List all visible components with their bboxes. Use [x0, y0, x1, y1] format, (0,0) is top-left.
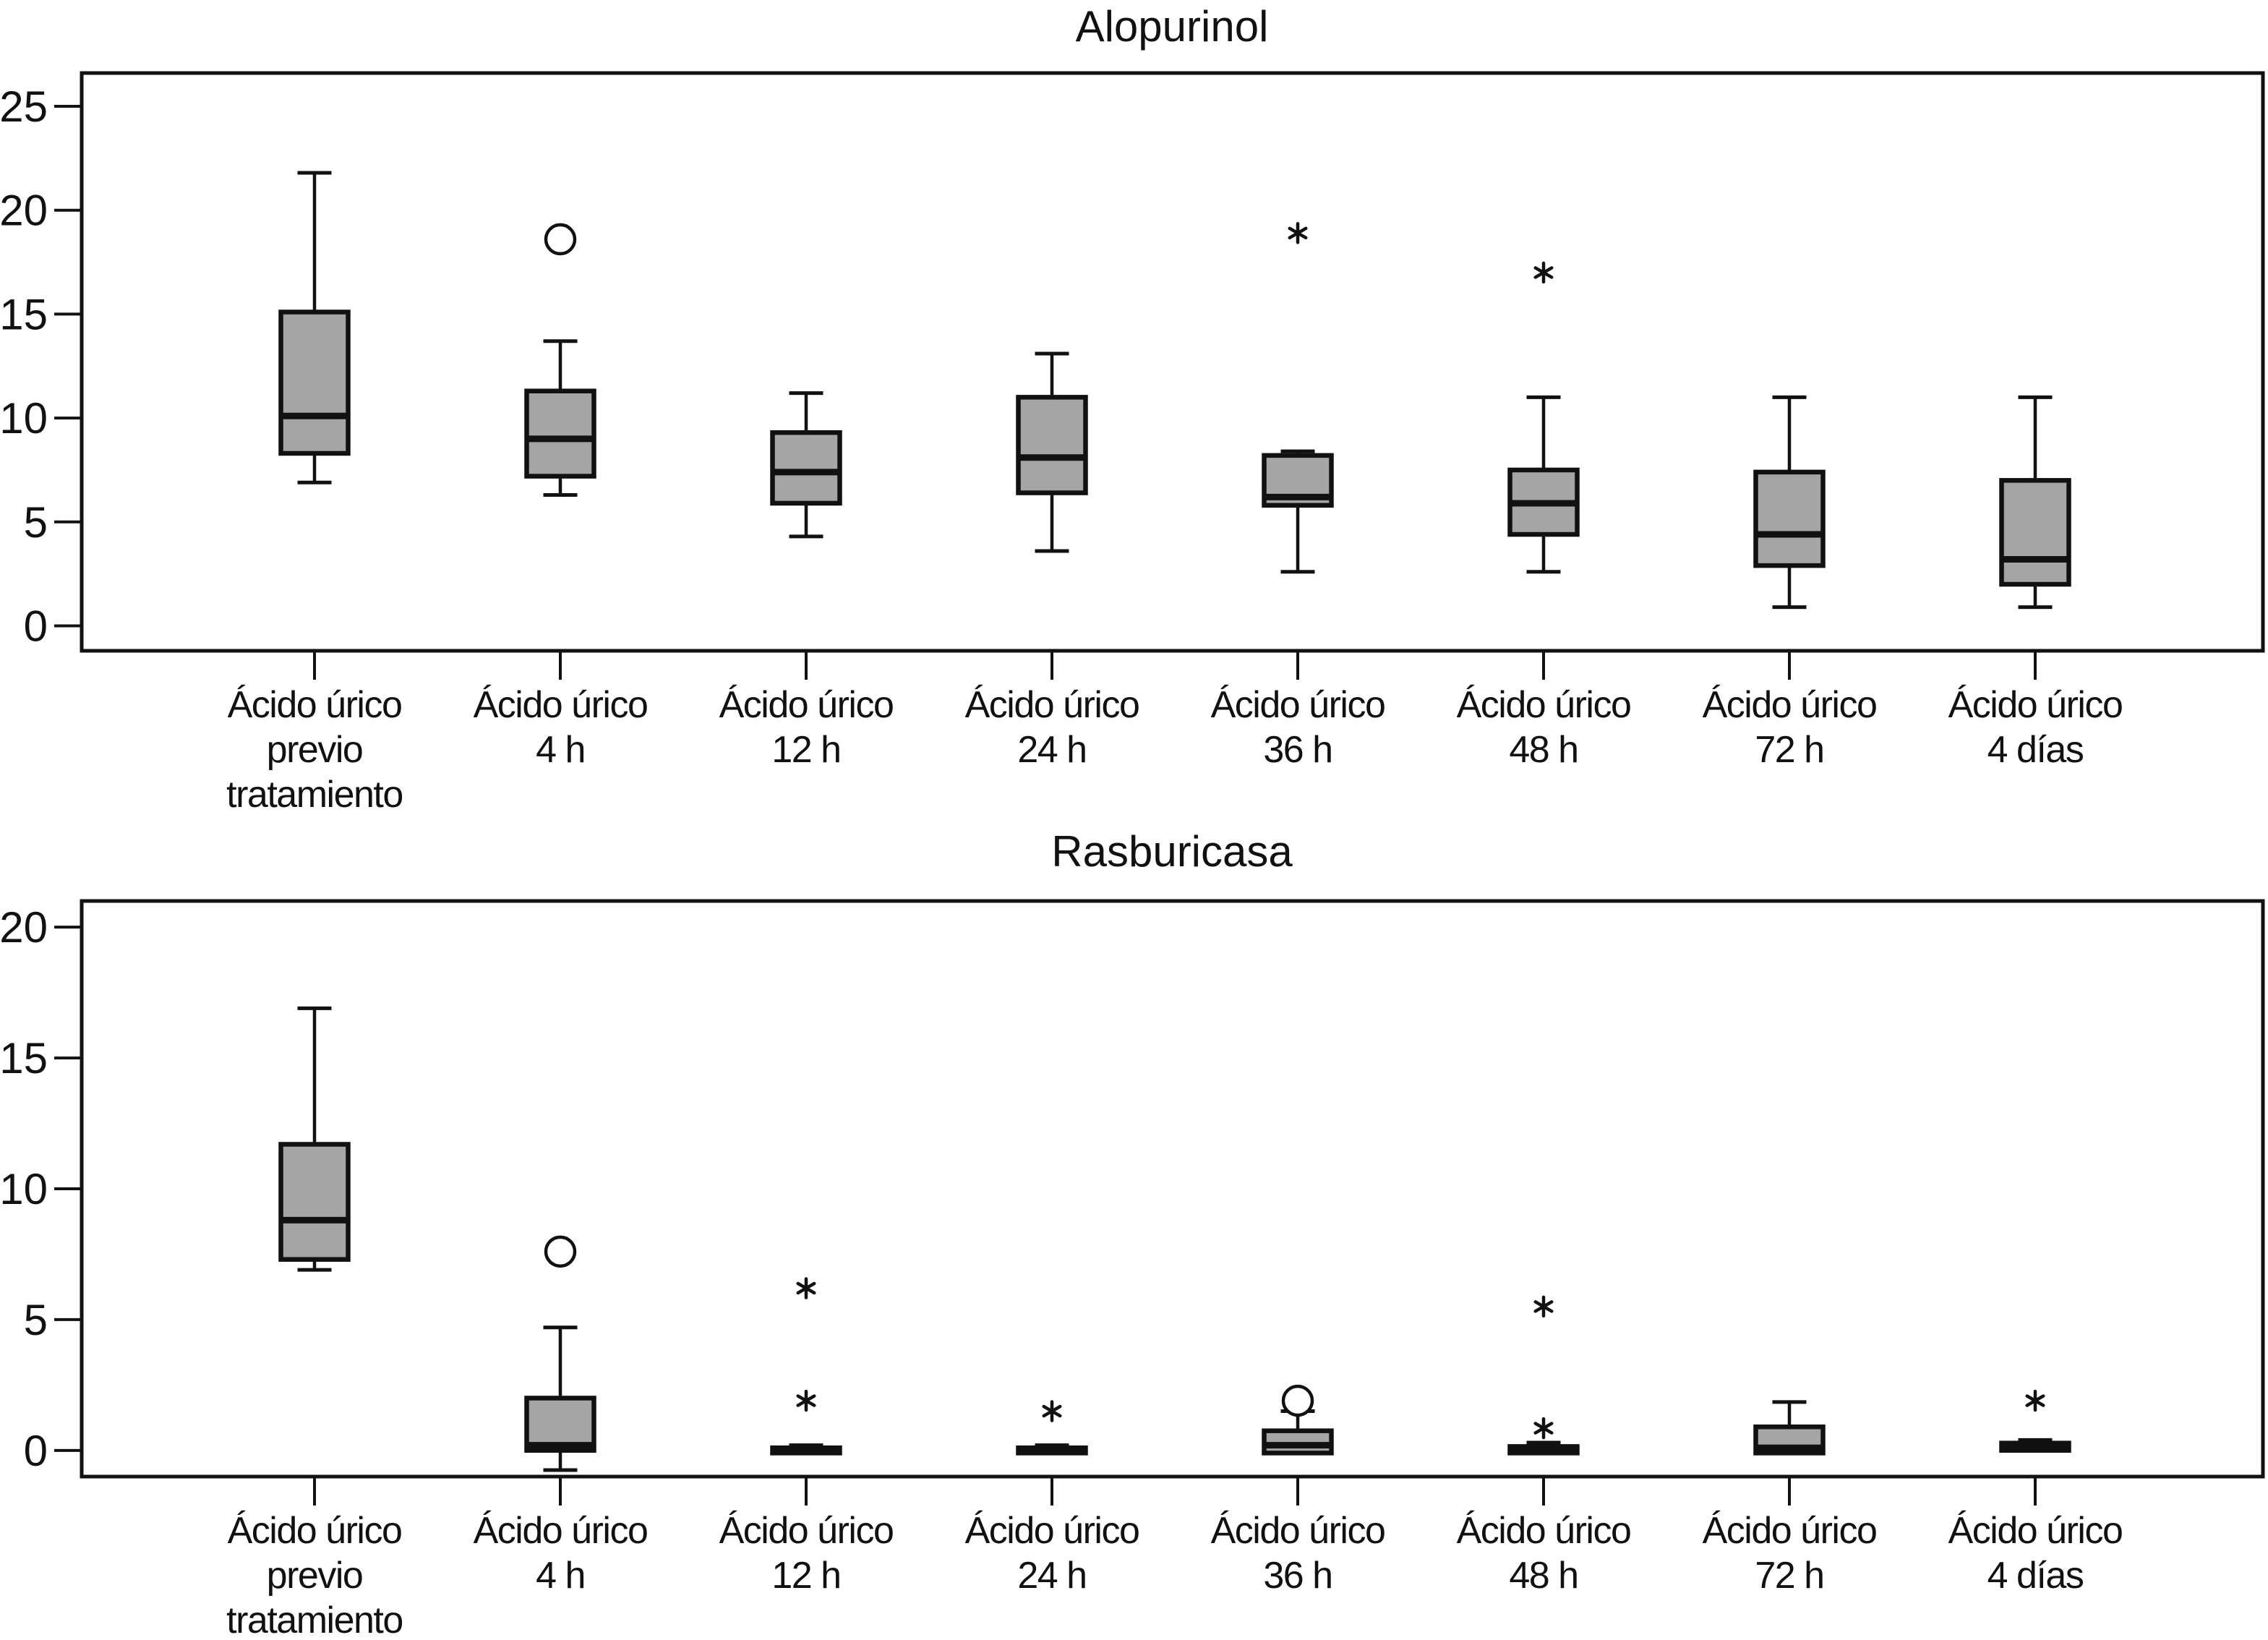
asterisk-spoke [796, 1281, 816, 1295]
asterisk-spoke [2025, 1394, 2045, 1407]
chart-title-alopurinol: Alopurinol [1076, 2, 1269, 51]
box-plot-group [1753, 1400, 1826, 1456]
box-plot-group [524, 1235, 596, 1472]
asterisk-spoke [796, 1394, 816, 1407]
y-tick-label: 0 [24, 602, 48, 651]
category-label: 4 h [536, 729, 585, 771]
chart-title-rasburicasa: Rasburicasa [1051, 827, 1293, 876]
asterisk-outlier-icon [1288, 222, 1308, 244]
iqr-box [278, 309, 351, 456]
y-tick-label: 10 [0, 1165, 48, 1213]
y-tick-label: 15 [0, 1034, 48, 1082]
category-label: Ácido úrico [1948, 684, 2123, 726]
category-label: Ácido úrico [719, 684, 894, 726]
asterisk-outlier-icon [1042, 1400, 1062, 1422]
category-label: Ácido úrico [1457, 684, 1631, 726]
open-circle-outlier-icon [544, 1235, 577, 1268]
y-tick-label: 20 [0, 187, 48, 235]
box-plot-group [278, 171, 351, 484]
category-label: 4 días [1987, 729, 2084, 771]
category-label: previo [267, 729, 363, 771]
category-label: 48 h [1509, 1555, 1578, 1597]
category-label: 4 h [536, 1555, 585, 1597]
category-label: previo [267, 1555, 363, 1597]
y-tick-label: 10 [0, 394, 48, 443]
iqr-box [1262, 1428, 1334, 1456]
category-label: 72 h [1755, 1555, 1823, 1597]
category-label: 48 h [1509, 729, 1578, 771]
category-label: tratamiento [226, 1600, 403, 1640]
category-label: Ácido úrico [1703, 1510, 1877, 1552]
asterisk-spoke [1533, 266, 1554, 279]
iqr-box [278, 1142, 351, 1262]
iqr-box [1999, 478, 2071, 587]
asterisk-outlier-icon [796, 1277, 816, 1299]
asterisk-outlier-icon [2025, 1389, 2045, 1412]
category-label: tratamiento [226, 774, 403, 816]
asterisk-outlier-icon [1533, 1295, 1554, 1318]
y-tick-label: 15 [0, 290, 48, 338]
y-tick-label: 5 [24, 1296, 48, 1344]
box-plot-group [770, 1277, 842, 1456]
box-plot-group [1999, 1389, 2071, 1453]
iqr-box [1753, 469, 1826, 568]
category-label: Ácido úrico [474, 684, 648, 726]
box-plot-group [1016, 351, 1088, 553]
y-tick-label: 20 [0, 903, 48, 952]
open-circle-outlier-icon [544, 223, 577, 256]
category-label: Ácido úrico [965, 1510, 1139, 1552]
category-label: 36 h [1263, 1555, 1332, 1597]
category-label: Ácido úrico [1211, 684, 1385, 726]
category-label: Ácido úrico [719, 1510, 894, 1552]
category-label: 12 h [771, 1555, 840, 1597]
iqr-box [770, 430, 842, 506]
box-plot-group [1753, 395, 1826, 610]
category-label: Ácido úrico [1703, 684, 1877, 726]
category-label: 4 días [1987, 1555, 2084, 1597]
box-plot-group [1262, 222, 1334, 574]
iqr-box [524, 1396, 596, 1453]
category-label: 36 h [1263, 729, 1332, 771]
box-plot-group [1507, 1295, 1580, 1456]
box-plot-group [1262, 1384, 1334, 1456]
iqr-box [1016, 395, 1088, 495]
category-label: 24 h [1017, 1555, 1086, 1597]
category-label: Ácido úrico [474, 1510, 648, 1552]
plot-frame [80, 71, 2265, 653]
category-label: Ácido úrico [1211, 1510, 1385, 1552]
open-circle-outlier-icon [1281, 1384, 1314, 1417]
asterisk-spoke [1533, 1300, 1554, 1313]
asterisk-spoke [1042, 1404, 1062, 1418]
category-label: Ácido úrico [1457, 1510, 1631, 1552]
iqr-box [524, 388, 596, 479]
box-plot-group [278, 1006, 351, 1272]
box-plot-group [770, 391, 842, 539]
asterisk-spoke [1288, 226, 1308, 240]
category-label: 24 h [1017, 729, 1086, 771]
asterisk-outlier-icon [1533, 261, 1554, 284]
category-label: 72 h [1755, 729, 1823, 771]
category-label: Ácido úrico [228, 1510, 402, 1552]
y-tick-label: 25 [0, 82, 48, 131]
box-plot-group [1507, 261, 1580, 574]
box-plot-group [1016, 1400, 1088, 1456]
asterisk-spoke [1533, 1422, 1554, 1435]
category-label: Ácido úrico [1948, 1510, 2123, 1552]
asterisk-outlier-icon [796, 1389, 816, 1412]
box-plot-group [1999, 395, 2071, 610]
category-label: Ácido úrico [228, 684, 402, 726]
y-tick-label: 5 [24, 498, 48, 547]
box-plot-group [524, 223, 596, 497]
category-label: Ácido úrico [965, 684, 1139, 726]
y-tick-label: 0 [24, 1427, 48, 1475]
asterisk-outlier-icon [1533, 1417, 1554, 1440]
category-label: 12 h [771, 729, 840, 771]
plot-frame [80, 899, 2265, 1479]
